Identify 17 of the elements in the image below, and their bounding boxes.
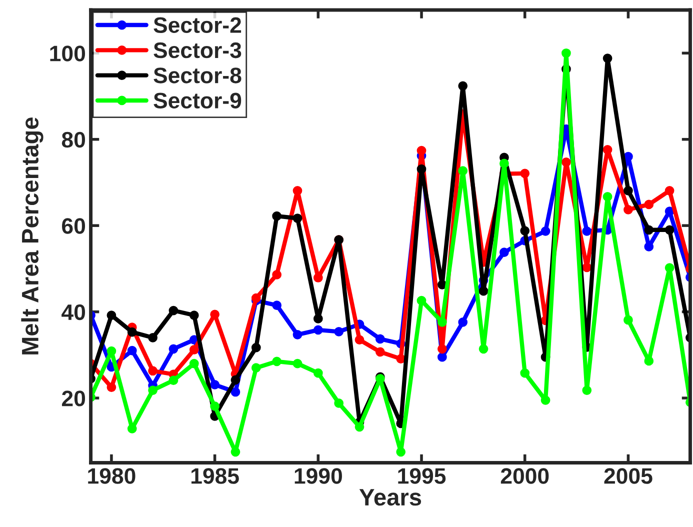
y-tick-label: 100 — [50, 46, 86, 62]
legend-label: Sector-2 — [154, 17, 242, 34]
x-tick-label: 1995 — [398, 468, 446, 484]
y-axis-title: Melt Area Percentage — [21, 118, 44, 354]
x-tick-label: 1985 — [191, 468, 239, 484]
legend-label: Sector-9 — [154, 92, 242, 108]
y-tick-label: 40 — [62, 304, 86, 320]
y-tick-label: 60 — [62, 218, 86, 234]
y-tick-label: 80 — [62, 132, 86, 148]
y-tick-label: 20 — [62, 390, 86, 406]
x-tick-label: 2000 — [500, 468, 549, 484]
x-tick-label: 1980 — [88, 468, 136, 484]
x-axis-title: Years — [359, 489, 422, 506]
x-tick-label: 2005 — [604, 468, 652, 484]
legend-label: Sector-8 — [154, 68, 242, 84]
x-tick-label: 1990 — [294, 468, 342, 484]
legend-label: Sector-3 — [154, 42, 242, 58]
